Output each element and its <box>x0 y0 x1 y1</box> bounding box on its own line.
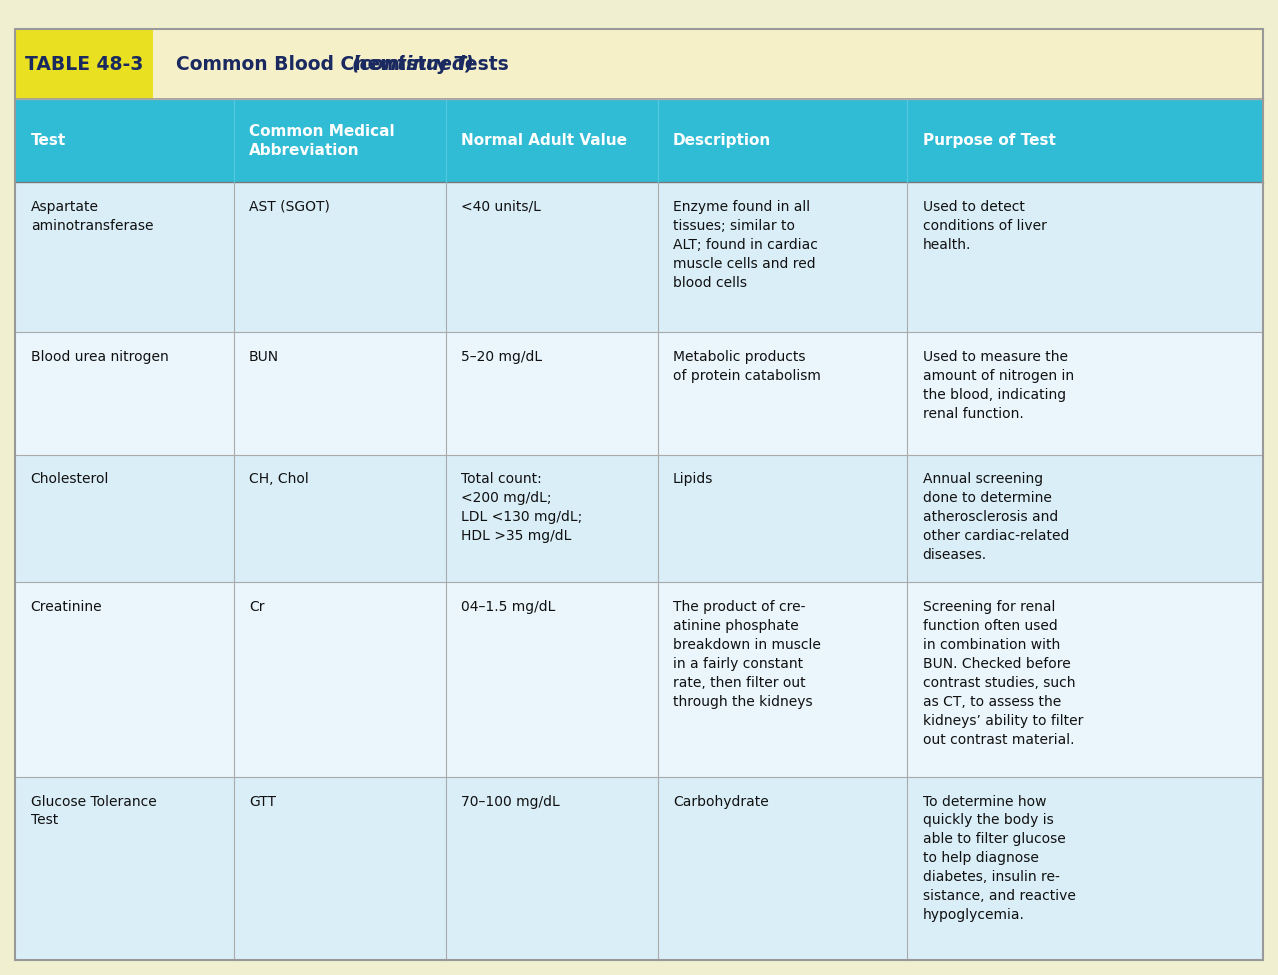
Text: 70–100 mg/dL: 70–100 mg/dL <box>461 795 560 808</box>
Text: Blood urea nitrogen: Blood urea nitrogen <box>31 350 169 364</box>
Text: The product of cre-
atinine phosphate
breakdown in muscle
in a fairly constant
r: The product of cre- atinine phosphate br… <box>674 600 820 709</box>
Bar <box>15 29 153 99</box>
Text: Cr: Cr <box>249 600 265 614</box>
Text: 5–20 mg/dL: 5–20 mg/dL <box>461 350 542 364</box>
Bar <box>15 182 1263 332</box>
Text: <40 units/L: <40 units/L <box>461 200 541 214</box>
Text: Creatinine: Creatinine <box>31 600 102 614</box>
Text: (continued): (continued) <box>351 55 474 74</box>
Text: Purpose of Test: Purpose of Test <box>923 134 1056 148</box>
Text: Total count:
<200 mg/dL;
LDL <130 mg/dL;
HDL >35 mg/dL: Total count: <200 mg/dL; LDL <130 mg/dL;… <box>461 472 583 543</box>
Text: Common Blood Chemistry Tests: Common Blood Chemistry Tests <box>176 55 523 74</box>
Bar <box>15 332 1263 454</box>
Text: Description: Description <box>674 134 772 148</box>
Text: Screening for renal
function often used
in combination with
BUN. Checked before
: Screening for renal function often used … <box>923 600 1082 747</box>
Text: GTT: GTT <box>249 795 276 808</box>
Text: Enzyme found in all
tissues; similar to
ALT; found in cardiac
muscle cells and r: Enzyme found in all tissues; similar to … <box>674 200 818 290</box>
Text: Glucose Tolerance
Test: Glucose Tolerance Test <box>31 795 156 828</box>
Text: TABLE 48-3: TABLE 48-3 <box>26 55 143 74</box>
Text: Aspartate
aminotransferase: Aspartate aminotransferase <box>31 200 153 233</box>
Bar <box>15 29 1263 99</box>
Text: AST (SGOT): AST (SGOT) <box>249 200 330 214</box>
Text: Test: Test <box>31 134 66 148</box>
Text: Annual screening
done to determine
atherosclerosis and
other cardiac-related
dis: Annual screening done to determine ather… <box>923 472 1068 562</box>
Text: Used to detect
conditions of liver
health.: Used to detect conditions of liver healt… <box>923 200 1047 252</box>
Text: CH, Chol: CH, Chol <box>249 472 309 487</box>
Text: Normal Adult Value: Normal Adult Value <box>461 134 627 148</box>
Text: Cholesterol: Cholesterol <box>31 472 109 487</box>
Text: Used to measure the
amount of nitrogen in
the blood, indicating
renal function.: Used to measure the amount of nitrogen i… <box>923 350 1074 421</box>
Bar <box>15 454 1263 582</box>
Text: Lipids: Lipids <box>674 472 713 487</box>
Text: Common Medical
Abbreviation: Common Medical Abbreviation <box>249 124 395 158</box>
Text: Metabolic products
of protein catabolism: Metabolic products of protein catabolism <box>674 350 820 383</box>
Bar <box>15 582 1263 777</box>
Text: To determine how
quickly the body is
able to filter glucose
to help diagnose
dia: To determine how quickly the body is abl… <box>923 795 1075 922</box>
Text: 04–1.5 mg/dL: 04–1.5 mg/dL <box>461 600 556 614</box>
Bar <box>15 99 1263 182</box>
Bar <box>15 777 1263 960</box>
Text: Carbohydrate: Carbohydrate <box>674 795 769 808</box>
Text: BUN: BUN <box>249 350 279 364</box>
